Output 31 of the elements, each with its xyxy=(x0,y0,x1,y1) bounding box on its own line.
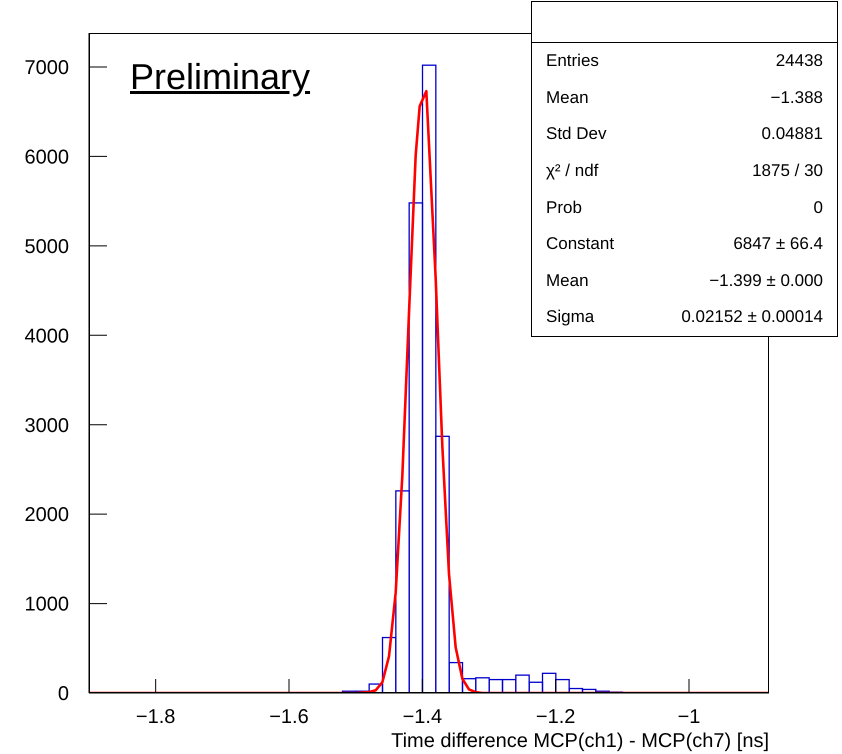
annotation: Mean xyxy=(546,270,589,291)
y-tick-label: 3000 xyxy=(24,414,69,437)
annotation: Prob xyxy=(546,198,582,218)
annotation: Mean xyxy=(546,88,589,108)
annotation: 1875 / 30 xyxy=(752,161,823,182)
annotation: Preliminary xyxy=(130,56,310,98)
annotation: Std Dev xyxy=(546,124,606,144)
y-tick-label: 1000 xyxy=(24,594,69,616)
annotation: −1.399 ± 0.000 xyxy=(709,270,823,291)
x-tick-label: −1 xyxy=(678,706,700,728)
y-tick-label: 4000 xyxy=(24,325,69,348)
text: 0 xyxy=(814,198,823,217)
annotation: Sigma xyxy=(546,307,594,328)
annotation: χ² / ndf xyxy=(546,161,598,182)
y-tick-label: 0 xyxy=(58,683,69,706)
annotation: 0.02152 ± 0.00014 xyxy=(681,307,823,328)
text: −1.388 xyxy=(770,88,823,107)
x-axis-title: Time difference MCP(ch1) - MCP(ch7) [ns] xyxy=(391,730,769,752)
annotation: 0.04881 xyxy=(762,124,823,144)
y-tick-label: 2000 xyxy=(24,504,69,526)
x-tick-label: −1.8 xyxy=(136,706,176,728)
annotation: Constant xyxy=(546,234,614,254)
annotation: 6847 ± 66.4 xyxy=(733,234,823,254)
text: 24438 xyxy=(776,51,823,70)
x-tick-label: −1.6 xyxy=(269,706,309,728)
y-tick-label: 7000 xyxy=(24,57,69,80)
x-tick-label: −1.4 xyxy=(402,706,442,728)
y-tick-label: 6000 xyxy=(24,146,69,169)
annotation: Entries xyxy=(546,51,599,72)
x-tick-label: −1.2 xyxy=(536,706,576,728)
y-tick-label: 5000 xyxy=(24,236,69,258)
